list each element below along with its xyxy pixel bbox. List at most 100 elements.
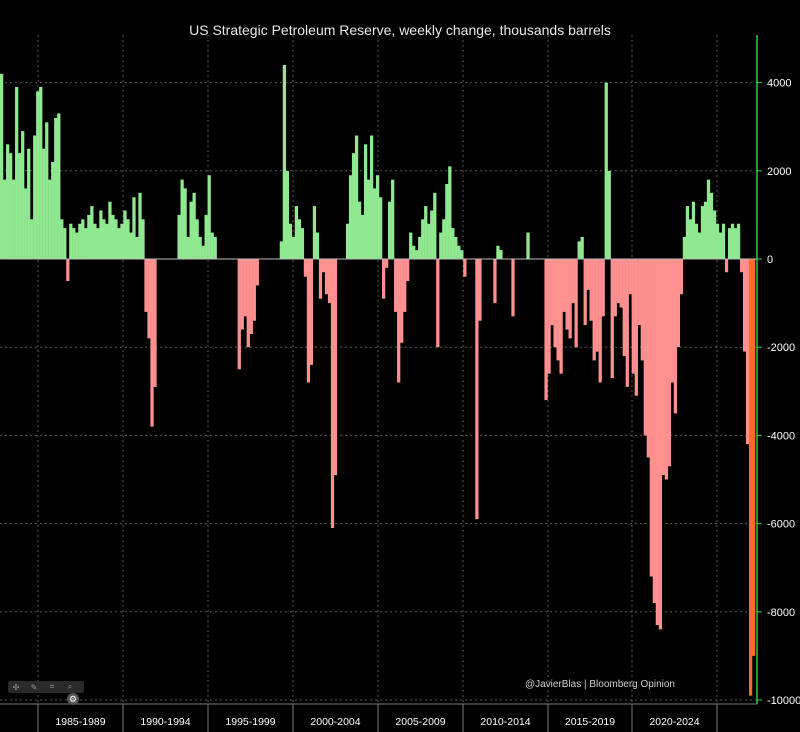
bar xyxy=(192,192,196,259)
bar xyxy=(649,259,653,577)
bar xyxy=(673,259,678,414)
bar xyxy=(147,259,151,339)
bar xyxy=(421,219,425,259)
bar xyxy=(312,206,317,259)
bar xyxy=(69,223,73,259)
bar xyxy=(430,210,434,259)
bar xyxy=(249,259,253,334)
bar xyxy=(565,259,569,330)
bar xyxy=(123,210,127,259)
bar xyxy=(712,210,717,259)
bar xyxy=(54,117,58,259)
bar xyxy=(568,259,572,339)
bar xyxy=(640,259,644,361)
bar xyxy=(631,259,635,374)
bar xyxy=(583,259,587,326)
bar xyxy=(724,259,729,273)
bar xyxy=(330,259,335,529)
bar xyxy=(24,188,28,259)
gear-icon[interactable]: ⚙ xyxy=(67,693,79,705)
crop-icon[interactable]: ⌗ xyxy=(49,682,55,691)
bar xyxy=(457,245,461,259)
bar xyxy=(448,166,452,259)
pencil-icon[interactable]: ✎ xyxy=(30,682,38,692)
bar xyxy=(51,161,55,259)
bar xyxy=(297,219,302,259)
bar xyxy=(99,210,103,259)
bar xyxy=(382,259,386,299)
bar xyxy=(562,259,566,312)
bar xyxy=(75,232,79,259)
bar xyxy=(619,259,623,308)
y-tick-label: -2000 xyxy=(767,342,795,354)
bar xyxy=(183,188,187,259)
move-icon[interactable]: ✣ xyxy=(12,682,20,692)
bar xyxy=(321,259,326,273)
bar xyxy=(694,223,699,259)
bar xyxy=(210,232,214,259)
bar xyxy=(372,188,377,259)
bar xyxy=(39,87,43,259)
chart-toolbar[interactable]: ✣ ✎ ⌗ ⌕ xyxy=(8,681,84,693)
bar xyxy=(628,259,632,295)
bar xyxy=(685,206,690,259)
bar xyxy=(676,259,681,348)
bar xyxy=(195,219,199,259)
bar xyxy=(45,122,49,259)
bar xyxy=(718,232,723,259)
bar xyxy=(400,259,404,343)
zoom-icon[interactable]: ⌕ xyxy=(67,682,73,691)
bar xyxy=(559,259,563,374)
bar xyxy=(57,113,61,259)
bar xyxy=(348,175,353,259)
bar xyxy=(186,236,190,259)
bar xyxy=(595,259,599,352)
bar xyxy=(285,170,290,259)
bar xyxy=(403,259,407,312)
bar xyxy=(15,87,19,259)
bar xyxy=(664,259,669,480)
bar xyxy=(598,259,602,383)
bar xyxy=(412,245,416,259)
bar xyxy=(547,259,551,374)
bar xyxy=(496,245,500,259)
bar xyxy=(66,259,70,282)
bar xyxy=(18,153,22,259)
bar xyxy=(204,214,208,259)
bar xyxy=(108,201,112,259)
bar xyxy=(379,197,383,259)
bar xyxy=(463,259,467,277)
bar xyxy=(102,219,106,259)
bar xyxy=(126,219,130,259)
bar xyxy=(454,236,458,259)
bar xyxy=(622,259,626,357)
bar xyxy=(93,223,97,259)
bar xyxy=(589,259,593,321)
bar xyxy=(511,259,515,317)
x-tick-label: 2020-2024 xyxy=(649,716,699,728)
bar xyxy=(243,259,247,317)
bar xyxy=(255,259,259,286)
bar xyxy=(652,259,656,603)
bar xyxy=(415,250,419,259)
bar xyxy=(213,236,217,259)
bar xyxy=(445,184,449,259)
bar xyxy=(303,259,308,277)
bar xyxy=(700,206,705,259)
bar xyxy=(111,214,115,259)
bar xyxy=(357,201,362,259)
bar xyxy=(333,259,338,476)
bar xyxy=(439,232,443,259)
bar xyxy=(141,219,145,259)
bar xyxy=(418,236,422,259)
bar xyxy=(144,259,148,312)
bar xyxy=(300,228,305,259)
bar xyxy=(601,259,605,317)
bar xyxy=(291,236,296,259)
bar xyxy=(33,135,37,259)
bar xyxy=(526,232,530,259)
bar xyxy=(189,201,193,259)
bar xyxy=(354,135,359,259)
bar xyxy=(745,259,750,445)
bar xyxy=(60,219,64,259)
